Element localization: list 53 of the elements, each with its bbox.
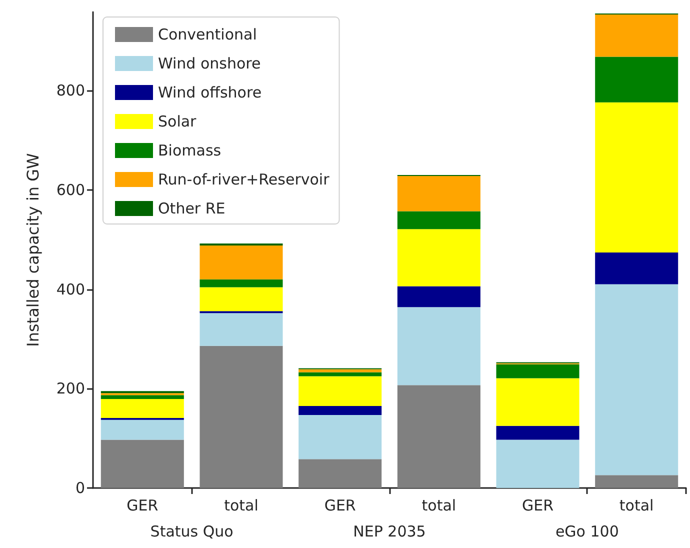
bar — [100, 395, 184, 400]
bar — [595, 284, 678, 476]
legend-label: Biomass — [158, 142, 222, 160]
legend-label: Conventional — [158, 26, 257, 44]
bar — [100, 399, 184, 418]
bar — [397, 286, 480, 308]
text: eGo 100 — [555, 522, 619, 540]
bar — [298, 369, 382, 372]
bar — [397, 307, 480, 386]
bar — [200, 313, 283, 346]
bar — [496, 440, 580, 488]
bar — [298, 459, 382, 488]
text: NEP 2035 — [353, 522, 426, 540]
legend-label: Run-of-river+Reservoir — [158, 170, 330, 188]
x-tick-label: GER — [324, 496, 356, 514]
y-axis-title: Installed capacity in GW — [24, 152, 42, 347]
bar — [298, 414, 382, 460]
bar — [397, 385, 480, 488]
y-tick-label: 400 — [56, 280, 85, 298]
bar — [595, 56, 678, 102]
legend-label: Wind onshore — [158, 54, 261, 72]
bar — [100, 440, 184, 488]
y-tick-label: 0 — [75, 479, 85, 497]
legend-label: Wind offshore — [158, 84, 262, 102]
y-tick-label: 200 — [56, 380, 85, 398]
bar — [397, 176, 480, 212]
bar — [298, 406, 382, 415]
bar — [298, 372, 382, 376]
bar — [496, 426, 580, 440]
text: Status Quo — [150, 522, 234, 540]
bar — [200, 287, 283, 312]
bar — [100, 420, 184, 440]
legend-label: Solar — [158, 112, 198, 130]
bar — [496, 378, 580, 426]
bar — [200, 246, 283, 280]
bar — [200, 279, 283, 288]
bar — [595, 14, 678, 57]
legend-label: Other RE — [158, 200, 226, 218]
bar — [595, 252, 678, 284]
bar — [200, 346, 283, 488]
y-tick-label: 600 — [56, 180, 85, 199]
bar — [595, 102, 678, 252]
bar — [298, 376, 382, 406]
bar — [397, 211, 480, 230]
x-tick-label: total — [619, 496, 654, 514]
x-tick-label: total — [224, 496, 258, 514]
bar — [397, 229, 480, 286]
bar — [496, 364, 580, 378]
bar — [595, 475, 678, 488]
x-tick-label: GER — [126, 496, 158, 514]
x-tick-label: total — [422, 496, 456, 514]
x-tick-label: GER — [522, 496, 554, 514]
y-tick-label: 800 — [56, 82, 85, 100]
